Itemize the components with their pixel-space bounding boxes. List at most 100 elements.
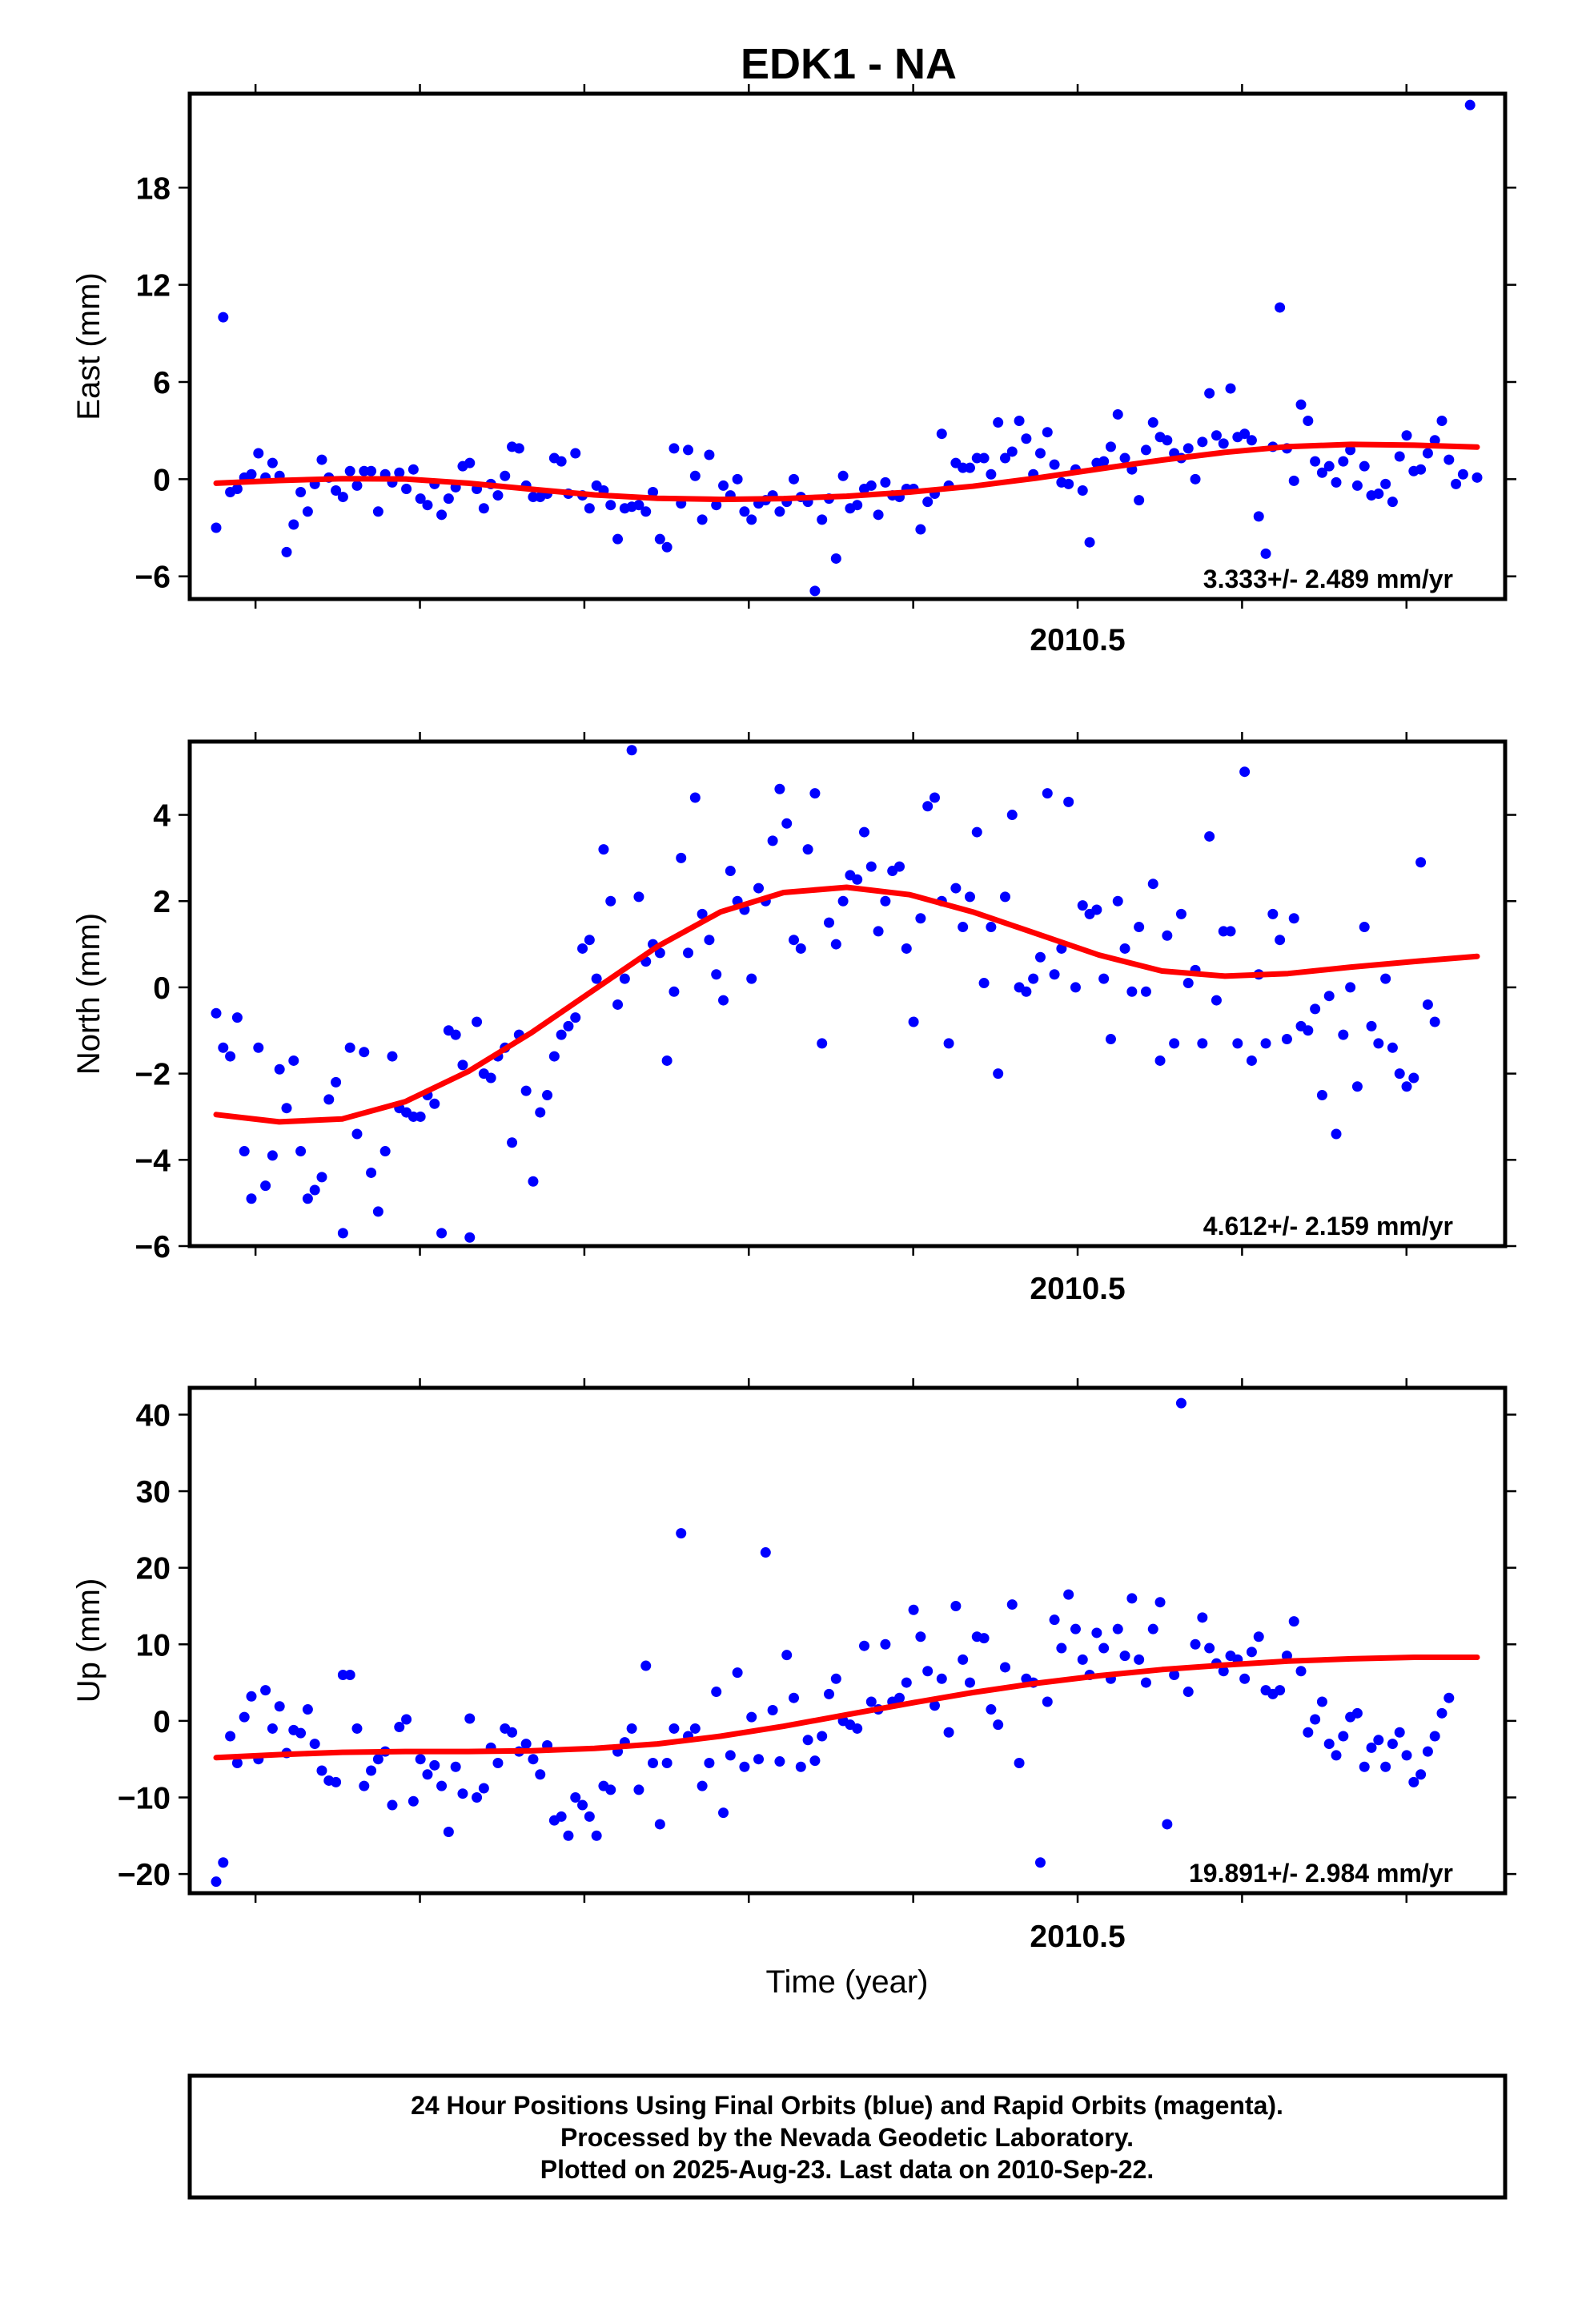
data-point <box>795 943 806 954</box>
data-point <box>556 456 567 467</box>
data-point <box>865 861 877 872</box>
data-point <box>1042 427 1053 438</box>
y-tick-label: 0 <box>153 463 171 497</box>
data-point <box>865 480 877 491</box>
data-point <box>1006 810 1018 821</box>
data-point <box>1063 1589 1074 1600</box>
data-point <box>1006 1599 1018 1610</box>
data-point <box>1112 408 1123 420</box>
data-point <box>661 541 673 553</box>
data-point <box>1429 1016 1440 1027</box>
data-point <box>689 792 701 803</box>
data-point <box>478 1783 489 1794</box>
data-point <box>1197 1612 1208 1623</box>
y-tick-label: −10 <box>118 1781 171 1815</box>
data-point <box>880 895 891 907</box>
data-point <box>1429 1731 1440 1742</box>
plot-east: −6 0 6 12 18 East (mm) 3.333+/- 2.489 mm/yr 201… <box>71 84 1516 657</box>
data-point <box>1134 495 1145 506</box>
data-point <box>1458 0 1468 6</box>
rate-label: 19.891+/- 2.984 mm/yr <box>1189 1859 1453 1888</box>
data-point <box>1345 982 1356 993</box>
data-point <box>344 1670 355 1681</box>
data-point <box>351 480 363 491</box>
data-point <box>605 1784 616 1795</box>
data-point <box>1246 1055 1257 1066</box>
figure-title: EDK1 - NA <box>741 40 957 88</box>
data-point <box>1288 913 1299 924</box>
data-point <box>1162 930 1173 941</box>
data-point <box>337 492 348 503</box>
data-point <box>351 1128 363 1140</box>
data-point <box>288 519 299 530</box>
data-point <box>1451 478 1462 489</box>
caption-frame <box>187 2073 1508 2200</box>
data-point <box>394 1722 405 1733</box>
y-tick-label: 12 <box>136 269 171 304</box>
data-point <box>464 457 476 468</box>
data-point <box>1182 443 1194 454</box>
data-point <box>958 1654 969 1665</box>
data-point <box>683 947 694 959</box>
data-point <box>901 1677 912 1688</box>
data-point <box>556 1029 567 1040</box>
data-point <box>654 533 665 545</box>
data-point <box>858 826 869 838</box>
data-point <box>648 1757 659 1768</box>
data-point <box>309 1184 320 1196</box>
data-point <box>1169 1670 1180 1681</box>
data-point <box>570 448 581 459</box>
data-point <box>1239 428 1251 440</box>
data-point <box>1063 478 1074 489</box>
data-point <box>1232 1038 1243 1049</box>
data-point <box>950 1600 962 1611</box>
data-point <box>908 1016 919 1027</box>
data-point <box>1465 0 1476 6</box>
data-point <box>372 1206 383 1217</box>
data-point <box>1134 922 1145 933</box>
data-point <box>739 1761 750 1772</box>
data-point <box>936 428 947 440</box>
data-point <box>436 509 448 521</box>
data-point <box>1267 908 1279 919</box>
y-tick-label: 18 <box>136 171 171 206</box>
data-point <box>295 487 307 498</box>
data-point <box>260 1180 271 1192</box>
data-point <box>1387 497 1398 508</box>
data-point <box>746 1711 757 1723</box>
data-point <box>556 1811 567 1822</box>
data-point <box>1253 1631 1264 1642</box>
data-point <box>1098 456 1110 467</box>
data-point <box>1401 1750 1412 1761</box>
data-point <box>1239 766 1251 778</box>
data-point <box>689 470 701 481</box>
data-point <box>422 1769 433 1780</box>
data-point <box>542 1090 553 1101</box>
y-axis-label: East (mm) <box>71 272 106 420</box>
data-point <box>246 1691 257 1702</box>
data-point <box>901 943 912 954</box>
data-point <box>676 1528 687 1539</box>
data-point <box>1394 1068 1405 1080</box>
data-point <box>1056 1642 1067 1654</box>
plot-frame <box>187 739 1508 1248</box>
data-point <box>1225 926 1236 937</box>
data-point <box>1175 908 1186 919</box>
y-tick-label: 20 <box>136 1552 171 1586</box>
data-point <box>1225 383 1236 394</box>
data-point <box>746 973 757 984</box>
data-point <box>443 493 454 505</box>
data-point <box>331 485 342 496</box>
data-point <box>1323 460 1335 472</box>
data-point <box>1091 1627 1102 1638</box>
data-point <box>1380 973 1391 984</box>
data-point <box>1387 1042 1398 1053</box>
y-tick-label: 40 <box>136 1398 171 1433</box>
data-point <box>858 1640 869 1651</box>
data-point <box>372 1754 383 1765</box>
data-point <box>1401 430 1412 441</box>
data-point <box>584 503 595 514</box>
